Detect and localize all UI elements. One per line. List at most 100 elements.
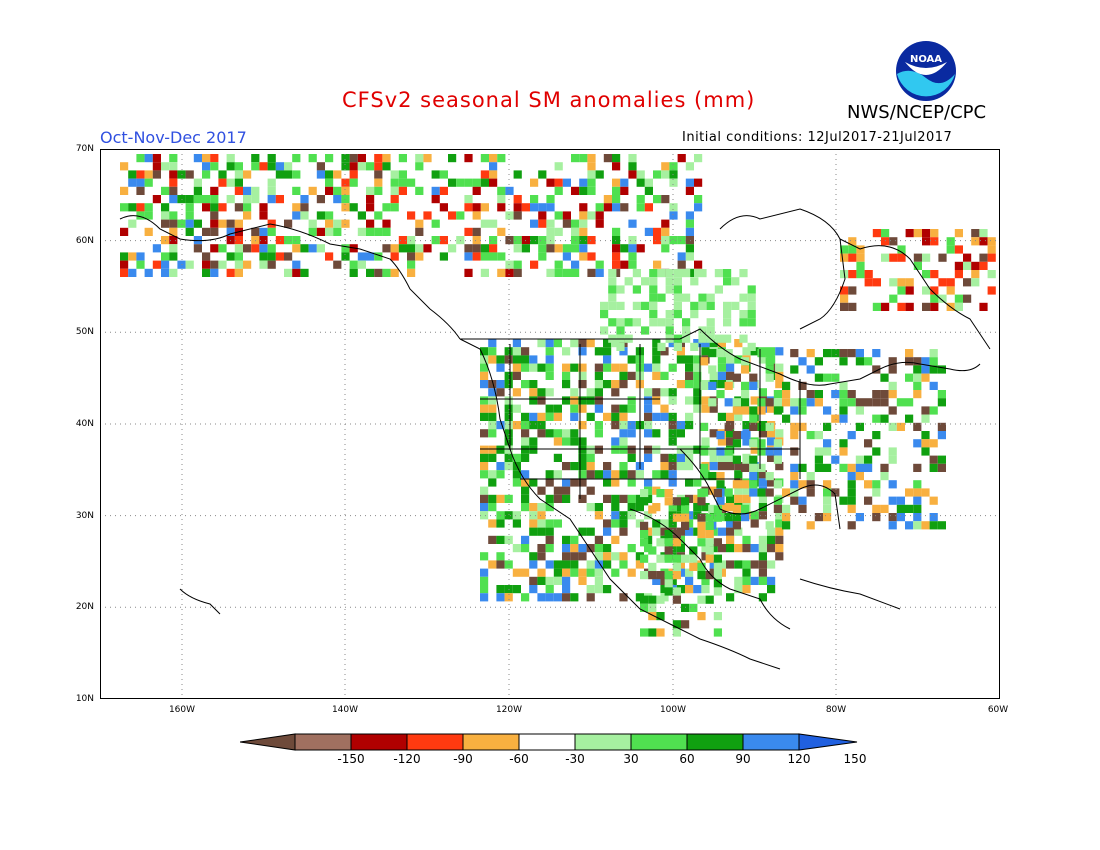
anomaly-cell [693,503,702,512]
anomaly-cell [790,406,799,415]
anomaly-cell [872,390,881,399]
anomaly-cell [120,268,129,277]
anomaly-cell [665,269,674,278]
anomaly-cell [603,462,612,471]
anomaly-cell [697,521,706,530]
anomaly-cell [905,349,914,358]
anomaly-cell [521,593,530,602]
anomaly-cell [488,380,497,389]
anomaly-cell [668,396,677,405]
anomaly-cell [665,310,674,319]
anomaly-cell [773,398,782,407]
anomaly-cell [635,503,644,512]
anomaly-cell [697,513,706,522]
anomaly-cell [480,404,489,413]
anomaly-cell [775,347,784,356]
anomaly-cell [619,429,628,438]
anomaly-cell [448,154,457,163]
anomaly-cell [553,437,562,446]
anomaly-cell [653,195,662,204]
anomaly-cell [161,260,170,269]
anomaly-cell [366,268,375,277]
agency-label: NWS/NCEP/CPC [847,102,987,123]
anomaly-cell [537,363,546,372]
anomaly-cell [496,462,505,471]
anomaly-cell [185,170,194,179]
anomaly-cell [726,355,735,364]
anomaly-cell [464,203,473,212]
anomaly-cell [619,371,628,380]
anomaly-cell [202,252,211,261]
anomaly-cell [480,503,489,512]
anomaly-cell [554,227,563,236]
anomaly-cell [823,504,832,513]
anomaly-cell [726,453,735,462]
anomaly-cell [456,211,465,220]
anomaly-cell [538,203,547,212]
anomaly-cell [562,219,571,228]
anomaly-cell [611,470,620,479]
anomaly-cell [512,585,521,594]
anomaly-cell [234,170,243,179]
anomaly-cell [431,186,440,195]
anomaly-cell [193,236,202,245]
anomaly-cell [521,494,530,503]
anomaly-cell [682,326,691,335]
anomaly-cell [641,277,650,286]
anomaly-cell [839,447,848,456]
anomaly-cell [185,203,194,212]
anomaly-cell [586,544,595,553]
anomaly-cell [881,237,890,246]
anomaly-cell [349,170,358,179]
anomaly-cell [619,470,628,479]
anomaly-cell [275,162,284,171]
anomaly-cell [603,355,612,364]
anomaly-cell [480,268,489,277]
anomaly-cell [665,277,674,286]
anomaly-cell [676,503,685,512]
anomaly-cell [693,494,702,503]
anomaly-cell [848,237,857,246]
anomaly-cell [750,396,759,405]
anomaly-cell [979,229,988,238]
anomaly-cell [880,463,889,472]
anomaly-cell [529,478,538,487]
anomaly-cell [709,429,718,438]
anomaly-cell [694,195,703,204]
anomaly-cell [628,154,637,163]
noaa-logo-icon: NOAA [896,41,956,101]
anomaly-cell [267,154,276,163]
anomaly-cell [660,576,669,585]
anomaly-cell [512,388,521,397]
anomaly-cell [839,414,848,423]
anomaly-cell [284,170,293,179]
anomaly-cell [586,470,595,479]
anomaly-cell [488,503,497,512]
anomaly-cell [202,227,211,236]
anomaly-cell [349,260,358,269]
anomaly-cell [398,154,407,163]
anomaly-cell [333,227,342,236]
anomaly-cell [732,398,741,407]
anomaly-cell [640,521,649,530]
anomaly-cell [504,511,513,520]
anomaly-cell [806,521,815,530]
anomaly-cell [685,462,694,471]
anomaly-cell [398,236,407,245]
color-bar-segment [630,733,688,751]
anomaly-cell [496,445,505,454]
anomaly-cell [694,268,703,277]
anomaly-cell [407,252,416,261]
anomaly-cell [202,260,211,269]
anomaly-cell [648,571,657,580]
anomaly-cell [210,211,219,220]
anomaly-cell [505,186,514,195]
anomaly-cell [480,154,489,163]
anomaly-cell [529,421,538,430]
anomaly-cell [758,535,767,544]
anomaly-cell [938,253,947,262]
anomaly-cell [668,363,677,372]
anomaly-cell [603,494,612,503]
anomaly-cell [848,302,857,311]
anomaly-cell [587,211,596,220]
